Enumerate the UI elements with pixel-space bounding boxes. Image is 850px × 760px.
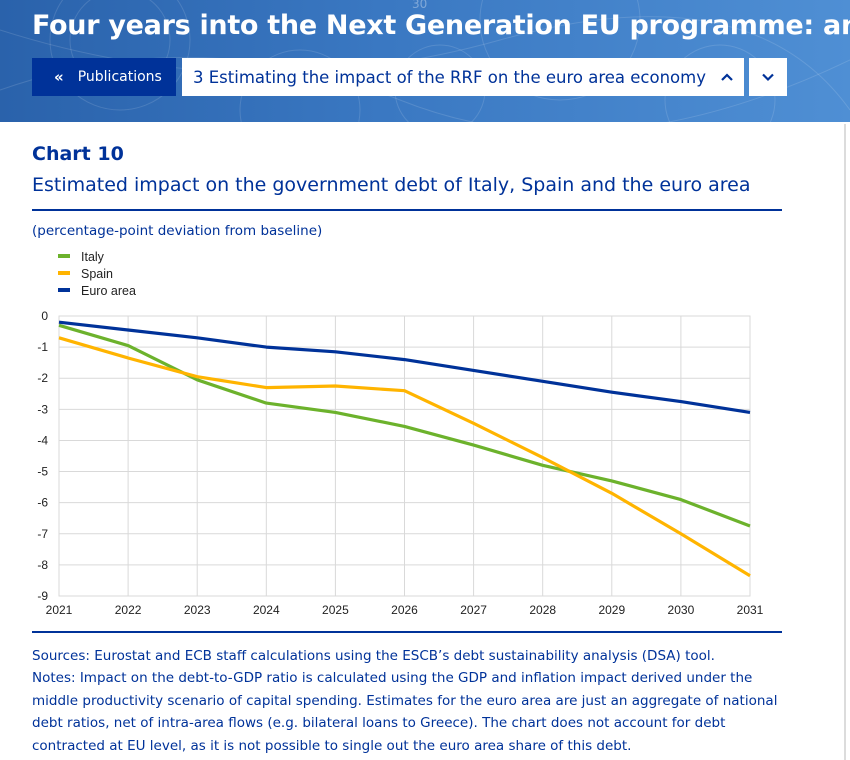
legend-swatch [58,254,70,258]
legend-swatch [58,271,70,275]
chart-title: Estimated impact on the government debt … [32,174,751,196]
chevron-down-icon [762,73,774,82]
y-tick-label: -3 [37,402,48,416]
document-title: Four years into the Next Generation EU p… [32,10,850,41]
sources-note: Sources: Eurostat and ECB staff calculat… [32,648,715,664]
publications-button[interactable]: « Publications [32,58,176,96]
y-tick-label: -2 [37,371,48,385]
chart-number: Chart 10 [32,143,124,165]
y-tick-label: -9 [37,589,48,603]
header-banner: 30 Four years into the Next Generation E… [0,0,850,122]
x-tick-label: 2028 [529,603,556,617]
y-tick-label: -6 [37,496,48,510]
y-tick-label: -1 [37,340,48,354]
notes-text: Notes: Impact on the debt-to-GDP ratio i… [32,670,778,754]
section-select-value: 3 Estimating the impact of the RRF on th… [193,67,706,87]
x-tick-label: 2026 [391,603,418,617]
y-tick-label: -7 [37,527,48,541]
chevron-up-icon [721,73,733,81]
x-tick-label: 2027 [460,603,487,617]
legend-swatch [58,288,70,292]
legend-label: Euro area [81,284,136,298]
legend-label: Spain [81,267,113,281]
chart-grid [58,315,751,597]
section-dropdown-button[interactable] [749,58,787,96]
x-tick-label: 2030 [668,603,695,617]
chart-legend: Italy Spain Euro area [58,250,136,298]
legend-label: Italy [81,250,105,264]
title-rule [32,209,782,211]
series-line-euro-area [58,320,751,414]
x-tick-label: 2023 [184,603,211,617]
y-axis-ticks: 0 -1 -2 -3 -4 -5 -6 -7 -8 -9 [37,309,48,603]
x-axis-ticks: 2021 2022 2023 2024 2025 2026 2027 2028 2029 2030… [46,603,764,617]
chart-series [58,320,751,578]
scrollbar-track[interactable] [844,124,846,760]
series-line-spain [58,336,751,578]
publications-label: Publications [77,69,162,85]
y-tick-label: 0 [41,309,48,323]
header-bg-number: 30 [412,0,427,11]
footer-rule [32,631,782,633]
series-line-italy [58,323,751,528]
y-tick-label: -5 [37,465,48,479]
x-tick-label: 2031 [737,603,764,617]
double-chevron-left-icon: « [54,68,64,86]
x-tick-label: 2022 [115,603,142,617]
y-tick-label: -4 [37,433,48,447]
x-tick-label: 2021 [46,603,73,617]
chart-unit-label: (percentage-point deviation from baselin… [32,223,323,239]
x-tick-label: 2029 [598,603,625,617]
section-select[interactable]: 3 Estimating the impact of the RRF on th… [182,58,744,96]
x-tick-label: 2025 [322,603,349,617]
x-tick-label: 2024 [253,603,280,617]
y-tick-label: -8 [37,558,48,572]
